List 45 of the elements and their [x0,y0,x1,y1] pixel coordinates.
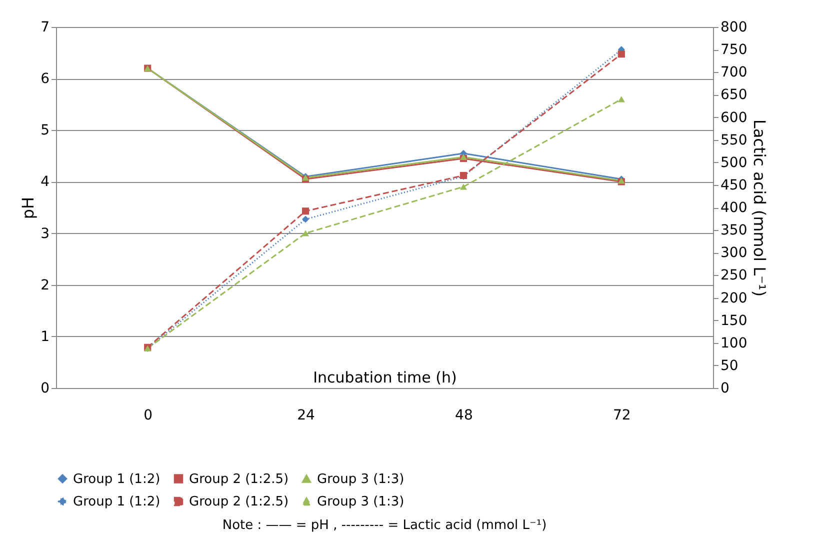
y-tick-label: 1 [40,328,50,345]
y-tick-label: 2 [40,277,50,294]
point [302,216,310,223]
y2-tick-label: 550 [720,132,748,148]
y2-tick-label: 50 [720,358,738,374]
point [618,96,625,102]
y2-tick-label: 300 [720,245,748,262]
x-tick-label: 72 [612,408,631,424]
y2-tick-label: 100 [720,335,748,352]
y2-tick-label: 750 [720,42,748,58]
y2-tick-label: 450 [720,177,748,194]
y-tick-label: 6 [40,71,50,88]
y-tick-label: 5 [40,122,50,139]
x-tick-label: 48 [455,408,473,424]
point [302,208,310,215]
y2-tick-label: 150 [720,312,748,329]
legend-label: Group 3 (1:3) [317,494,404,510]
legend-label: Group 2 (1:2.5) [189,472,289,487]
y-tick-label: 7 [40,20,50,36]
text: Note : —— = pH , --------- = Lactic acid (mmol L⁻¹) [222,518,547,533]
legend-label: Group 3 (1:3) [317,472,404,487]
y2-tick-label: 600 [720,110,748,126]
point [302,230,310,236]
point [618,50,625,58]
y2-tick-label: 700 [720,64,748,81]
y-tick-label: 4 [40,174,50,190]
y2-tick-label: 0 [720,380,730,396]
y2-tick-label: 800 [720,20,748,36]
legend-label: Group 1 (1:2) [73,472,160,487]
y-tick-label: 3 [40,226,50,242]
y-tick-label: 0 [40,380,50,396]
point [460,184,467,190]
y2-tick-label: 400 [720,200,748,216]
y2-tick-label: 500 [720,154,748,171]
y2-tick-label: 250 [720,268,748,284]
x-tick-label: 0 [144,408,153,424]
legend-label: Group 2 (1:2.5) [189,494,289,510]
y2-axis-title: Lactic acid (mmol L⁻¹) [750,119,770,297]
x-axis-title: Incubation time (h) [313,368,457,386]
x-tick-label: 24 [297,408,316,424]
y2-tick-label: 200 [720,290,748,306]
legend-label: Group 1 (1:2) [73,494,160,510]
y2-tick-label: 350 [720,222,748,239]
y-axis-title: pH [18,196,38,220]
y2-tick-label: 650 [720,87,748,104]
